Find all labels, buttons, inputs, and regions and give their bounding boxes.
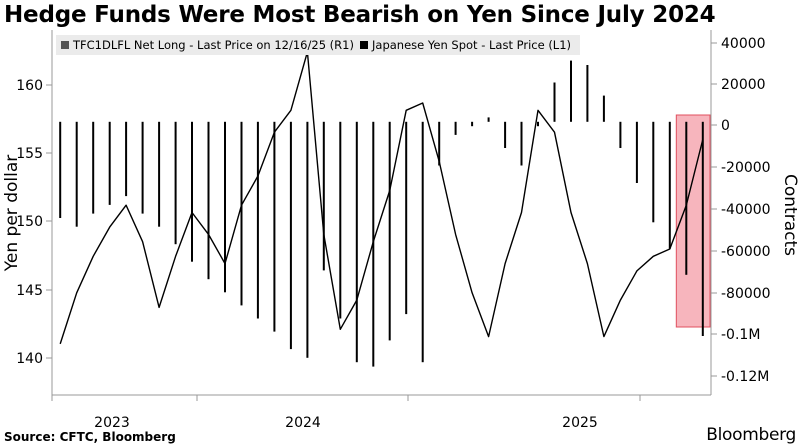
net-long-bar <box>652 121 655 223</box>
net-long-bar <box>355 121 358 363</box>
net-long-bar <box>256 121 259 319</box>
net-long-bar <box>158 121 161 227</box>
net-long-bar <box>635 121 638 183</box>
net-long-bar <box>487 117 490 122</box>
net-long-bar <box>75 121 78 227</box>
net-long-bar <box>454 121 457 135</box>
net-long-bar <box>224 121 226 293</box>
x-tick-label: 2025 <box>562 415 598 431</box>
yen-spot-line <box>59 51 704 345</box>
net-long-bar <box>388 121 391 341</box>
net-long-bar <box>141 121 144 214</box>
net-long-bar <box>191 121 193 262</box>
net-long-bar <box>537 121 539 127</box>
legend-swatch-net-long <box>61 41 69 49</box>
left-axis-label: Yen per dollar <box>2 155 22 272</box>
legend-background <box>56 35 580 55</box>
net-long-bar <box>207 121 210 280</box>
x-tick-label: 2023 <box>94 415 130 431</box>
left-tick-label: 155 <box>16 146 43 162</box>
net-long-bar <box>602 95 605 122</box>
right-axis-label: Contracts <box>780 174 800 256</box>
right-tick-label: -80000 <box>721 286 771 302</box>
net-long-bar <box>306 121 309 358</box>
net-long-bar <box>520 121 523 166</box>
net-long-bar <box>586 65 589 122</box>
net-long-bar <box>471 121 474 127</box>
net-long-bar <box>701 121 704 336</box>
net-long-bar <box>240 121 243 306</box>
net-long-bar <box>339 121 342 319</box>
legend-label-spot: Japanese Yen Spot - Last Price (L1) <box>371 38 571 52</box>
net-long-bar <box>174 121 177 245</box>
right-tick-label: 20000 <box>721 77 766 93</box>
highlight-region <box>675 114 711 328</box>
right-tick-label: -40000 <box>721 202 771 218</box>
source-note: Source: CFTC, Bloomberg <box>4 430 176 444</box>
net-long-bars <box>59 60 704 367</box>
x-ticks: 2023 2024 2025 <box>51 395 641 431</box>
left-tick-label: 145 <box>16 283 43 299</box>
net-long-bar <box>59 121 62 218</box>
net-long-bar <box>108 121 111 205</box>
legend-swatch-spot <box>360 41 368 49</box>
right-tick-label: 0 <box>721 118 730 134</box>
net-long-bar <box>619 121 622 148</box>
right-tick-label: -20000 <box>721 160 771 176</box>
net-long-bar <box>322 121 325 271</box>
left-tick-label: 160 <box>16 78 43 94</box>
chart-title: Hedge Funds Were Most Bearish on Yen Sin… <box>4 2 716 28</box>
net-long-bar <box>570 60 572 122</box>
net-long-bar <box>504 121 507 148</box>
right-tick-label: -0.12M <box>721 369 769 385</box>
bloomberg-logo: Bloomberg <box>706 425 796 445</box>
right-tick-label: -60000 <box>721 244 771 260</box>
net-long-bar <box>92 121 95 214</box>
right-tick-label: 40000 <box>721 36 766 52</box>
x-tick-label: 2024 <box>285 415 321 431</box>
legend: TFC1DLFL Net Long - Last Price on 12/16/… <box>56 35 580 55</box>
legend-label-net-long: TFC1DLFL Net Long - Last Price on 12/16/… <box>72 38 354 52</box>
net-long-bar <box>685 121 688 275</box>
net-long-bar <box>668 121 671 249</box>
net-long-bar <box>273 121 276 332</box>
right-tick-label: -0.1M <box>721 327 760 343</box>
net-long-bar <box>405 121 408 315</box>
yen-spot-line-layer <box>59 51 704 345</box>
left-tick-label: 150 <box>16 214 43 230</box>
net-long-bar <box>289 121 292 350</box>
net-long-bar <box>125 121 128 197</box>
net-long-bar <box>438 121 441 166</box>
left-tick-label: 140 <box>16 351 43 367</box>
net-long-bar <box>553 82 556 122</box>
net-long-bar <box>421 121 424 363</box>
right-y-ticks: 40000 20000 0 -20000 -40000 -60000 -8000… <box>711 36 771 385</box>
left-y-ticks: 140 145 150 155 160 <box>16 78 52 367</box>
